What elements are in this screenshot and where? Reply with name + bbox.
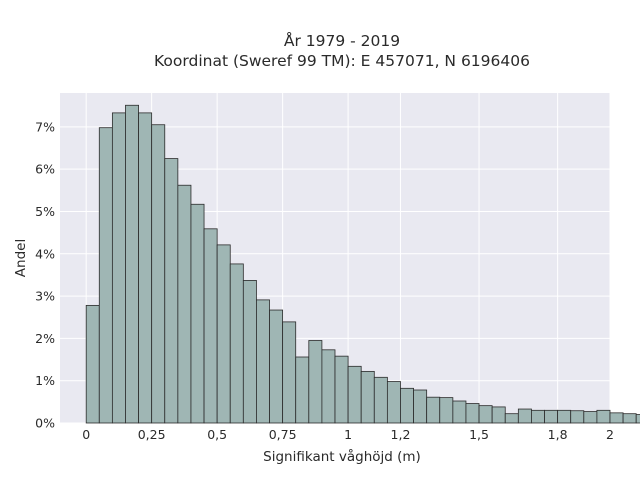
histogram-bar (269, 309, 284, 424)
x-tick-label: 1,2 (391, 427, 411, 442)
x-tick-labels: 0 0,25 0,5 0,75 1 1,2 1,5 1,8 2 (82, 427, 614, 442)
histogram-bar (452, 400, 467, 424)
histogram-bar (596, 409, 611, 424)
y-axis-label: Andel (13, 239, 29, 277)
x-axis-label: Signifikant våghöjd (m) (263, 448, 421, 465)
y-tick-label: 0% (35, 416, 55, 431)
y-tick-label: 6% (35, 162, 55, 177)
histogram-bar (517, 408, 532, 424)
histogram-bar (373, 376, 388, 424)
y-tick-label: 4% (35, 246, 55, 261)
histogram-bar (111, 112, 126, 424)
histogram-bar (151, 124, 166, 424)
histogram-bar (386, 381, 401, 424)
histogram-bar (347, 365, 362, 424)
histogram-bar (190, 203, 205, 424)
histogram-bar (531, 409, 545, 424)
histogram-bar (321, 349, 336, 424)
histogram-bar (242, 280, 257, 424)
histogram-bar (334, 355, 349, 424)
histogram-bar (138, 112, 153, 424)
histogram-bar (256, 299, 270, 424)
x-tick-label: 0 (82, 427, 90, 442)
histogram-bar (609, 412, 624, 424)
histogram-bar (282, 321, 297, 424)
x-tick-label: 1,8 (548, 427, 568, 442)
y-tick-label: 7% (35, 119, 55, 134)
x-tick-label: 0,75 (269, 427, 297, 442)
y-tick-label: 5% (35, 204, 55, 219)
x-tick-label: 1,5 (469, 427, 489, 442)
histogram-bar (491, 406, 506, 424)
histogram-bar (504, 413, 519, 424)
histogram-bar (635, 414, 640, 424)
histogram-bar (98, 127, 113, 424)
histogram-bar (400, 387, 414, 424)
y-tick-labels: 0% 1% 2% 3% 4% 5% 6% 7% (35, 119, 55, 430)
histogram-bar (203, 228, 218, 424)
x-tick-label: 0,25 (138, 427, 166, 442)
y-tick-label: 2% (35, 331, 55, 346)
x-tick-label: 2 (606, 427, 614, 442)
bars (85, 104, 640, 424)
histogram-bar (544, 409, 559, 424)
histogram-bar (308, 340, 323, 424)
histogram-bar (177, 184, 192, 424)
histogram-bar (465, 403, 480, 424)
chart-title-line-2: Koordinat (Sweref 99 TM): E 457071, N 61… (154, 52, 530, 70)
y-tick-label: 1% (35, 373, 55, 388)
chart-title-line-1: År 1979 - 2019 (284, 31, 400, 50)
histogram-bar (583, 411, 598, 424)
histogram-bar (478, 405, 493, 424)
histogram-bar (426, 396, 441, 424)
histogram-bar (164, 158, 179, 424)
histogram-bar (570, 410, 585, 424)
x-tick-label: 0,5 (207, 427, 227, 442)
x-tick-label: 1 (344, 427, 352, 442)
histogram-bar (557, 409, 572, 424)
histogram-bar (85, 304, 100, 424)
histogram-bar (360, 370, 375, 424)
histogram-bar (622, 413, 637, 424)
histogram-bar (216, 244, 231, 424)
histogram-bar (439, 397, 454, 424)
histogram-bar (229, 263, 244, 424)
histogram-bar (295, 356, 310, 424)
y-tick-label: 3% (35, 289, 55, 304)
histogram-bar (125, 104, 139, 424)
histogram-bar (413, 389, 428, 424)
